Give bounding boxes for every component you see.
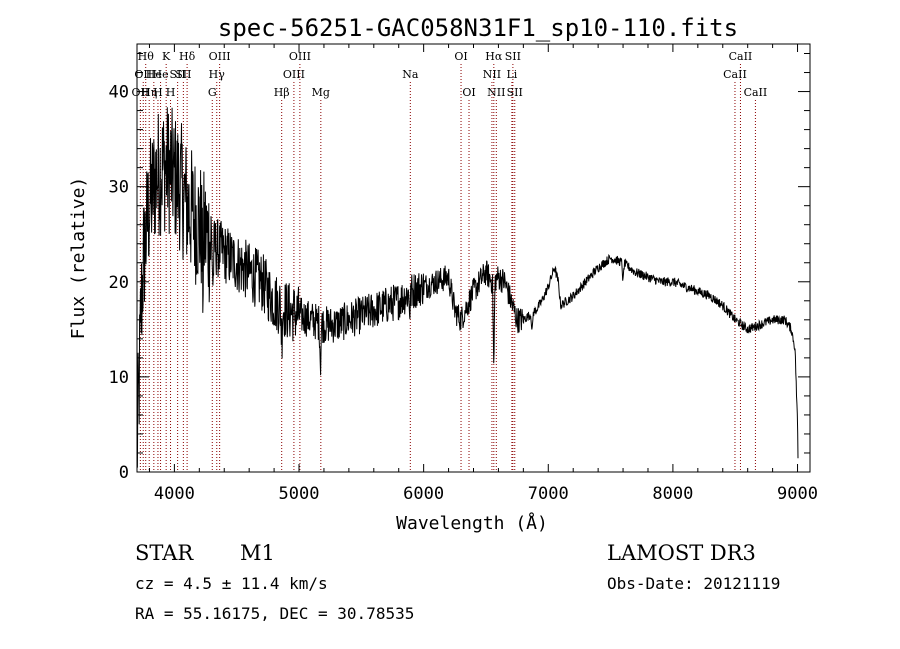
y-axis-label: Flux (relative) — [68, 177, 89, 340]
emission-line-labels: OIIOIIHθHηHeHHeKHSIISIIHδGHγOIIIHβOIIIOI… — [132, 50, 768, 99]
line-marker-label: SII — [507, 86, 523, 99]
line-marker-label: He — [146, 68, 162, 81]
line-marker-label: Na — [402, 68, 419, 81]
x-tick-label: 4000 — [154, 484, 195, 504]
y-tick-label: 30 — [109, 178, 129, 198]
line-marker-label: NII — [487, 86, 505, 99]
line-marker-label: OIII — [283, 68, 305, 81]
line-marker-label: Li — [506, 68, 517, 81]
observation-date: Obs-Date: 20121119 — [607, 574, 780, 593]
chart-title: spec-56251-GAC058N31F1_sp10-110.fits — [218, 14, 738, 42]
y-axis-ticks: 0 10 20 30 40 — [109, 53, 810, 483]
line-marker-label: Hγ — [209, 68, 226, 81]
line-marker-label: H — [166, 86, 176, 99]
x-tick-label: 9000 — [777, 484, 818, 504]
line-marker-label: CaII — [744, 86, 768, 99]
x-axis-label: Wavelength (Å) — [396, 512, 548, 534]
line-marker-label: Hθ — [138, 50, 155, 63]
line-marker-label: OIII — [209, 50, 231, 63]
line-marker-label: OIII — [289, 50, 311, 63]
line-marker-label: Mg — [312, 86, 330, 99]
y-tick-label: 10 — [109, 368, 129, 388]
line-marker-label: OII — [132, 86, 150, 99]
y-tick-label: 20 — [109, 273, 129, 293]
line-marker-label: G — [208, 86, 217, 99]
line-marker-label: Hβ — [274, 86, 290, 99]
line-marker-label: NII — [483, 68, 501, 81]
line-marker-label: Hδ — [179, 50, 196, 63]
y-tick-label: 40 — [109, 83, 129, 103]
line-marker-label: H — [153, 86, 163, 99]
line-marker-label: SII — [170, 68, 186, 81]
x-tick-label: 7000 — [528, 484, 569, 504]
x-axis-ticks: 4000 5000 6000 7000 8000 9000 — [148, 44, 818, 504]
x-tick-label: 6000 — [403, 484, 444, 504]
line-marker-label: CaII — [723, 68, 747, 81]
y-tick-label: 0 — [119, 463, 129, 483]
line-marker-label: Hα — [485, 50, 503, 63]
sky-coordinates: RA = 55.16175, DEC = 30.78535 — [135, 604, 414, 623]
line-marker-label: OI — [454, 50, 467, 63]
line-marker-label: SII — [175, 68, 191, 81]
line-marker-label: He — [153, 68, 169, 81]
survey-name: LAMOST DR3 — [607, 541, 756, 565]
object-class: STAR — [135, 541, 194, 565]
object-subclass: M1 — [240, 541, 275, 565]
line-marker-label: CaII — [729, 50, 753, 63]
x-tick-label: 5000 — [279, 484, 320, 504]
redshift-velocity: cz = 4.5 ± 11.4 km/s — [135, 574, 328, 593]
line-marker-label: K — [162, 50, 171, 63]
line-marker-label: OII — [134, 68, 152, 81]
x-tick-label: 8000 — [652, 484, 693, 504]
line-marker-label: OI — [462, 86, 475, 99]
line-marker-label: Hη — [141, 86, 157, 99]
line-marker-label: SII — [505, 50, 521, 63]
spectrum-line — [136, 107, 799, 468]
